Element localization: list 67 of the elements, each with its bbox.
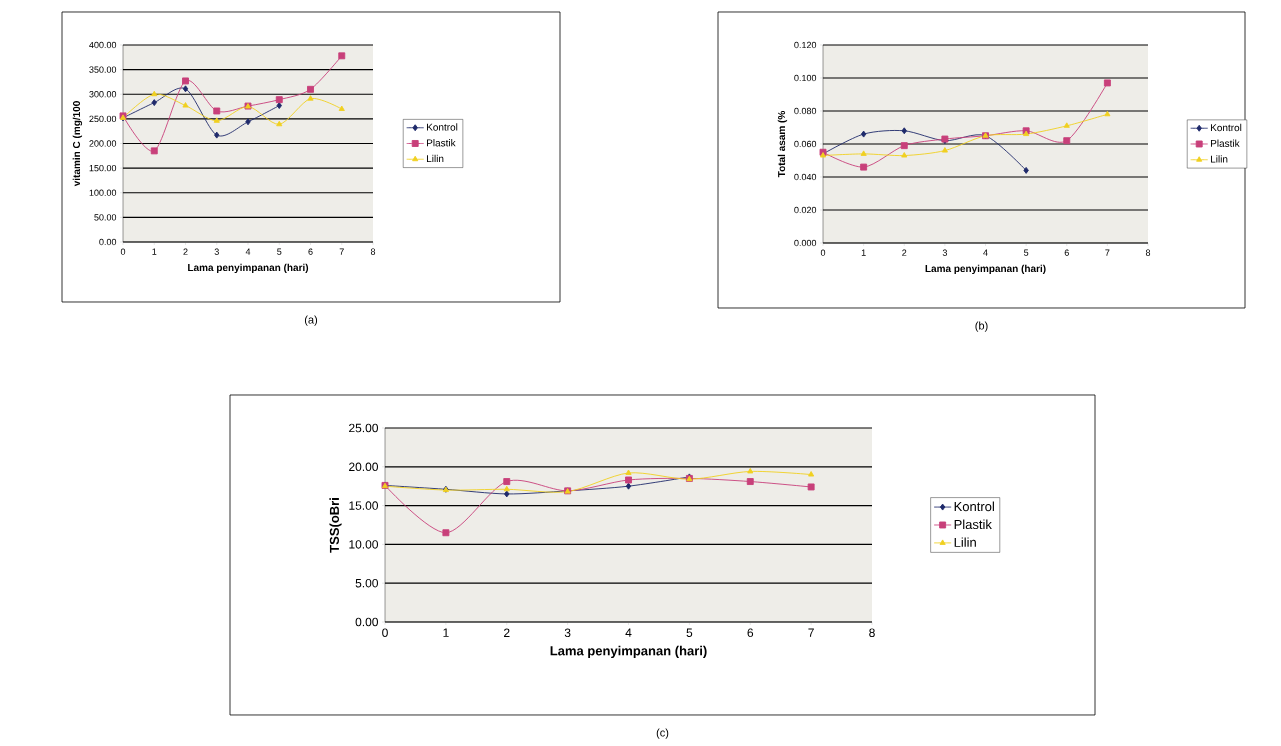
x-tick-label: 3: [942, 249, 947, 256]
y-tick-label: 5.00: [355, 578, 379, 588]
x-tick-label: 5: [277, 248, 282, 255]
y-tick-label: 15.00: [349, 501, 379, 510]
y-axis-title: Total asam (%: [777, 111, 788, 178]
legend-label: Plastik: [954, 519, 992, 530]
y-tick-label: 20.00: [349, 462, 379, 472]
x-tick-label: 1: [152, 248, 157, 255]
x-tick-label: 6: [747, 628, 754, 638]
y-tick-label: 25.00: [349, 423, 379, 433]
x-tick-label: 0: [820, 249, 826, 256]
y-axis-title: TSS(oBri: [329, 498, 342, 553]
x-axis-title: Lama penyimpanan (hari): [550, 645, 707, 658]
x-tick-label: 7: [1105, 249, 1110, 256]
x-tick-label: 1: [443, 628, 449, 637]
legend-label: Kontrol: [954, 501, 994, 512]
y-tick-label: 350.00: [89, 66, 117, 73]
x-tick-label: 6: [1064, 249, 1069, 256]
y-tick-label: 0.020: [794, 206, 817, 214]
y-tick-label: 0.040: [794, 173, 817, 181]
legend-label: Kontrol: [427, 123, 458, 131]
y-tick-label: 100.00: [89, 189, 117, 196]
x-tick-label: 2: [504, 628, 510, 637]
x-tick-label: 8: [869, 628, 875, 638]
y-tick-label: 0.00: [355, 617, 379, 627]
x-tick-label: 5: [686, 628, 693, 637]
x-tick-label: 0: [382, 628, 388, 638]
y-tick-label: 250.00: [89, 115, 117, 123]
y-tick-label: 50.00: [94, 214, 117, 221]
y-tick-label: 0.120: [794, 41, 817, 49]
y-tick-label: 150.00: [89, 164, 117, 172]
x-tick-label: 3: [214, 248, 219, 255]
x-tick-label: 7: [808, 628, 814, 637]
x-tick-label: 7: [339, 248, 344, 255]
x-tick-label: 2: [183, 248, 188, 255]
legend-label: Plastik: [427, 139, 456, 147]
y-axis-title: vitamin C (mg/100: [72, 101, 83, 187]
x-axis-title: Lama penyimpanan (hari): [925, 264, 1046, 275]
legend-label: Lilin: [954, 537, 976, 547]
x-tick-label: 3: [564, 628, 571, 638]
y-tick-label: 300.00: [89, 91, 117, 98]
legend-label: Lilin: [427, 154, 444, 163]
y-tick-label: 400.00: [89, 41, 117, 49]
y-tick-label: 0.060: [794, 140, 817, 148]
x-tick-label: 1: [861, 249, 866, 256]
x-tick-label: 6: [308, 248, 313, 255]
text: (c): [656, 728, 669, 739]
legend-label: Kontrol: [1210, 123, 1242, 132]
x-tick-label: 4: [983, 249, 988, 256]
legend-label: Plastik: [1210, 139, 1240, 147]
text: (a): [304, 315, 318, 326]
x-tick-label: 4: [245, 248, 251, 255]
x-tick-label: 2: [902, 249, 907, 256]
x-tick-label: 0: [120, 248, 126, 255]
y-tick-label: 0.080: [794, 107, 817, 115]
legend-label: Lilin: [1210, 155, 1228, 163]
x-tick-label: 8: [1145, 249, 1151, 256]
x-axis-title: Lama penyimpanan (hari): [188, 263, 309, 274]
x-tick-label: 8: [370, 248, 376, 255]
y-tick-label: 0.000: [794, 239, 817, 247]
y-tick-label: 200.00: [89, 140, 117, 147]
x-tick-label: 5: [1023, 249, 1029, 256]
y-tick-label: 0.100: [794, 74, 817, 82]
y-tick-label: 10.00: [349, 540, 379, 549]
x-tick-label: 4: [625, 628, 632, 637]
text: (b): [975, 321, 988, 332]
y-tick-label: 0.00: [99, 238, 117, 246]
